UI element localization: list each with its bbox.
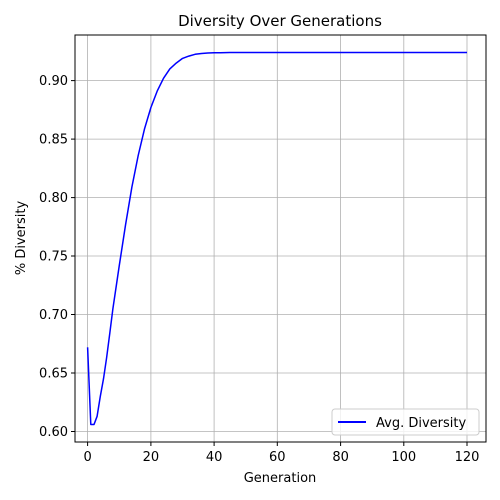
series-layer xyxy=(86,51,467,426)
legend-box xyxy=(331,408,480,436)
y-axis: 0.60 0.65 0.70 0.75 0.80 0.85 0.90 xyxy=(39,74,75,440)
x-tick-label: 100 xyxy=(391,450,416,465)
y-tick-label: 0.90 xyxy=(39,74,68,89)
plot-area-frame xyxy=(74,34,487,443)
x-tick-label: 120 xyxy=(455,450,480,465)
legend: Avg. Diversity xyxy=(331,408,480,436)
x-axis-label: Generation xyxy=(244,471,317,486)
y-tick-label: 0.80 xyxy=(39,191,68,206)
x-tick-label: 20 xyxy=(143,450,160,465)
x-tick-label: 60 xyxy=(269,450,286,465)
x-axis: 0 20 40 60 80 100 120 xyxy=(83,442,479,465)
y-tick-label: 0.65 xyxy=(39,367,68,382)
legend-label: Avg. Diversity xyxy=(376,416,466,431)
y-tick-label: 0.85 xyxy=(39,133,68,148)
y-tick-label: 0.60 xyxy=(39,425,68,440)
x-tick-label: 40 xyxy=(206,450,223,465)
grid xyxy=(75,35,486,442)
x-tick-label: 80 xyxy=(332,450,349,465)
series-line-avg-diversity xyxy=(86,51,467,426)
y-axis-label: % Diversity xyxy=(14,201,29,276)
y-tick-label: 0.70 xyxy=(39,308,68,323)
x-tick-label: 0 xyxy=(83,450,91,465)
chart-title: Diversity Over Generations xyxy=(178,12,382,30)
y-tick-label: 0.75 xyxy=(39,250,68,265)
